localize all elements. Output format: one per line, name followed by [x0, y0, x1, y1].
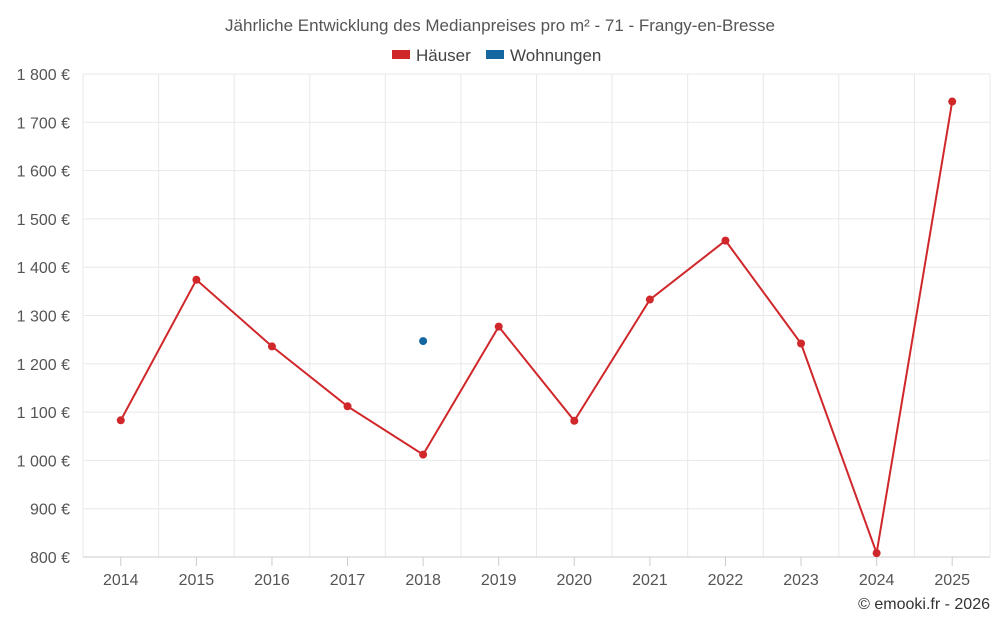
y-tick-label: 1 100 € — [17, 405, 70, 422]
data-point-1-2018[interactable] — [419, 337, 428, 346]
data-point-0-2018[interactable] — [419, 450, 428, 459]
x-tick-label: 2015 — [179, 572, 215, 589]
legend: Häuser Wohnungen — [392, 46, 601, 65]
axes: 800 € 900 € 1 000 € 1 100 € 1 200 € 1 300 € 1 … — [17, 67, 990, 589]
x-tick-label: 2025 — [934, 572, 970, 589]
x-tick-label: 2023 — [783, 572, 819, 589]
y-tick-label: 800 € — [30, 550, 70, 567]
data-point-0-2016[interactable] — [267, 342, 276, 351]
chart-title: Jährliche Entwicklung des Medianpreises … — [225, 16, 775, 35]
y-tick-label: 1 700 € — [17, 115, 70, 132]
legend-item-wohnungen[interactable]: Wohnungen — [486, 46, 601, 65]
x-tick-label: 2014 — [103, 572, 139, 589]
y-tick-label: 1 000 € — [17, 453, 70, 470]
y-tick-label: 900 € — [30, 502, 70, 519]
legend-swatch-haeuser — [392, 50, 410, 59]
x-tick-label: 2022 — [708, 572, 744, 589]
x-tick-label: 2024 — [859, 572, 895, 589]
data-point-0-2023[interactable] — [797, 339, 806, 348]
y-tick-label: 1 200 € — [17, 357, 70, 374]
series-line-0 — [119, 101, 954, 558]
data-point-0-2025[interactable] — [948, 97, 957, 106]
y-tick-label: 1 400 € — [17, 260, 70, 277]
legend-item-haeuser[interactable]: Häuser — [392, 46, 471, 65]
x-tick-label: 2017 — [330, 572, 366, 589]
x-tick-label: 2019 — [481, 572, 517, 589]
data-point-0-2015[interactable] — [192, 275, 201, 284]
legend-label-haeuser: Häuser — [416, 46, 471, 65]
data-point-0-2020[interactable] — [570, 416, 579, 425]
y-tick-label: 1 800 € — [17, 67, 70, 84]
legend-swatch-wohnungen — [486, 50, 504, 59]
legend-label-wohnungen: Wohnungen — [510, 46, 601, 65]
y-tick-label: 1 600 € — [17, 164, 70, 181]
data-point-0-2021[interactable] — [645, 295, 654, 304]
data-point-0-2022[interactable] — [721, 236, 730, 245]
x-tick-label: 2020 — [556, 572, 592, 589]
x-tick-label: 2018 — [405, 572, 441, 589]
data-point-0-2019[interactable] — [494, 322, 503, 331]
x-tick-label: 2021 — [632, 572, 668, 589]
y-tick-label: 1 300 € — [17, 309, 70, 326]
grid — [82, 73, 991, 557]
data-point-0-2024[interactable] — [872, 549, 881, 558]
y-tick-label: 1 500 € — [17, 212, 70, 229]
credit-text: © emooki.fr - 2026 — [858, 596, 990, 613]
data-point-0-2014[interactable] — [116, 416, 125, 425]
data-point-0-2017[interactable] — [343, 402, 352, 411]
x-tick-label: 2016 — [254, 572, 290, 589]
series — [116, 97, 957, 558]
